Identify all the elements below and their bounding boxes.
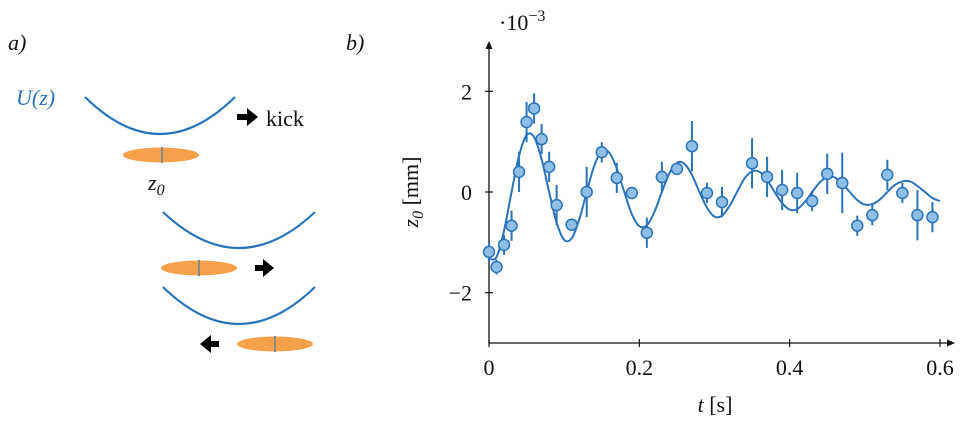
potential-label: U(z) xyxy=(16,85,55,110)
plot: 0 0.2 0.4 0.6−202·10−3t [s]z0 [mm] xyxy=(398,8,955,417)
potential-curve xyxy=(162,286,316,326)
potential-curve xyxy=(84,96,236,136)
arrow-right xyxy=(255,259,274,277)
data-point xyxy=(655,170,669,184)
scale-label: ·10−3 xyxy=(499,8,545,35)
data-point xyxy=(527,102,541,115)
data-point xyxy=(625,186,639,200)
x-tick-label: 0.4 xyxy=(776,355,804,380)
data-point xyxy=(497,238,511,252)
x-tick-label: 0.6 xyxy=(926,355,954,380)
scale-base: ·10 xyxy=(499,10,528,35)
position-label: z0 xyxy=(147,170,165,199)
data-point xyxy=(512,165,526,179)
data-point xyxy=(926,210,939,224)
data-point xyxy=(520,115,533,129)
data-point xyxy=(610,171,624,185)
data-point xyxy=(505,219,518,232)
y-axis-arrow xyxy=(485,41,493,49)
data-point xyxy=(542,160,556,174)
data-point xyxy=(700,186,714,200)
data-point xyxy=(565,218,578,231)
data-point xyxy=(896,186,909,200)
data-point xyxy=(760,170,774,184)
panel-label: a) xyxy=(8,30,26,55)
y-tick-label: 2 xyxy=(461,79,472,104)
arrows xyxy=(200,108,274,353)
data-point xyxy=(790,186,804,200)
data-point xyxy=(881,168,894,182)
data-point xyxy=(580,185,593,199)
x-label-var: t xyxy=(698,392,705,417)
fit-line xyxy=(488,132,941,261)
data-point xyxy=(595,145,608,159)
panel-label: b) xyxy=(346,30,364,55)
data-point xyxy=(670,162,684,176)
data-point xyxy=(775,183,789,197)
x-tick-label: 0.2 xyxy=(626,355,654,380)
data-point xyxy=(851,219,864,232)
data-point xyxy=(490,260,503,274)
arrow-left xyxy=(200,335,219,353)
data-point xyxy=(535,132,548,146)
y-axis-label: z0 [mm] xyxy=(398,157,427,229)
arrow-right xyxy=(237,108,258,126)
data-point xyxy=(715,195,729,209)
x-axis-label: t [s] xyxy=(698,392,733,417)
data-point xyxy=(685,139,699,153)
data-point xyxy=(640,226,654,240)
data-point xyxy=(911,208,924,222)
y-label-unit: [mm] xyxy=(398,157,423,206)
kick-label: kick xyxy=(266,106,304,131)
data-point xyxy=(482,245,496,259)
scale-exponent: −3 xyxy=(528,8,545,25)
y-tick-label: 0 xyxy=(461,180,472,205)
data-point xyxy=(550,198,563,212)
position-var: z xyxy=(147,170,157,195)
clouds xyxy=(123,147,313,352)
data-point xyxy=(820,167,834,181)
data-point xyxy=(836,176,849,190)
x-label-unit: [s] xyxy=(709,392,732,417)
data-point xyxy=(745,157,759,170)
position-sub: 0 xyxy=(157,182,165,199)
potential-curve xyxy=(162,211,316,250)
x-axis-arrow xyxy=(947,339,955,347)
y-tick-label: −2 xyxy=(449,281,472,306)
data-point xyxy=(805,194,819,208)
y-label-sub: 0 xyxy=(410,211,427,219)
x-tick-label: 0 xyxy=(484,355,495,380)
potentials xyxy=(84,96,316,326)
data-point xyxy=(866,208,879,222)
y-label-var: z xyxy=(398,218,423,228)
